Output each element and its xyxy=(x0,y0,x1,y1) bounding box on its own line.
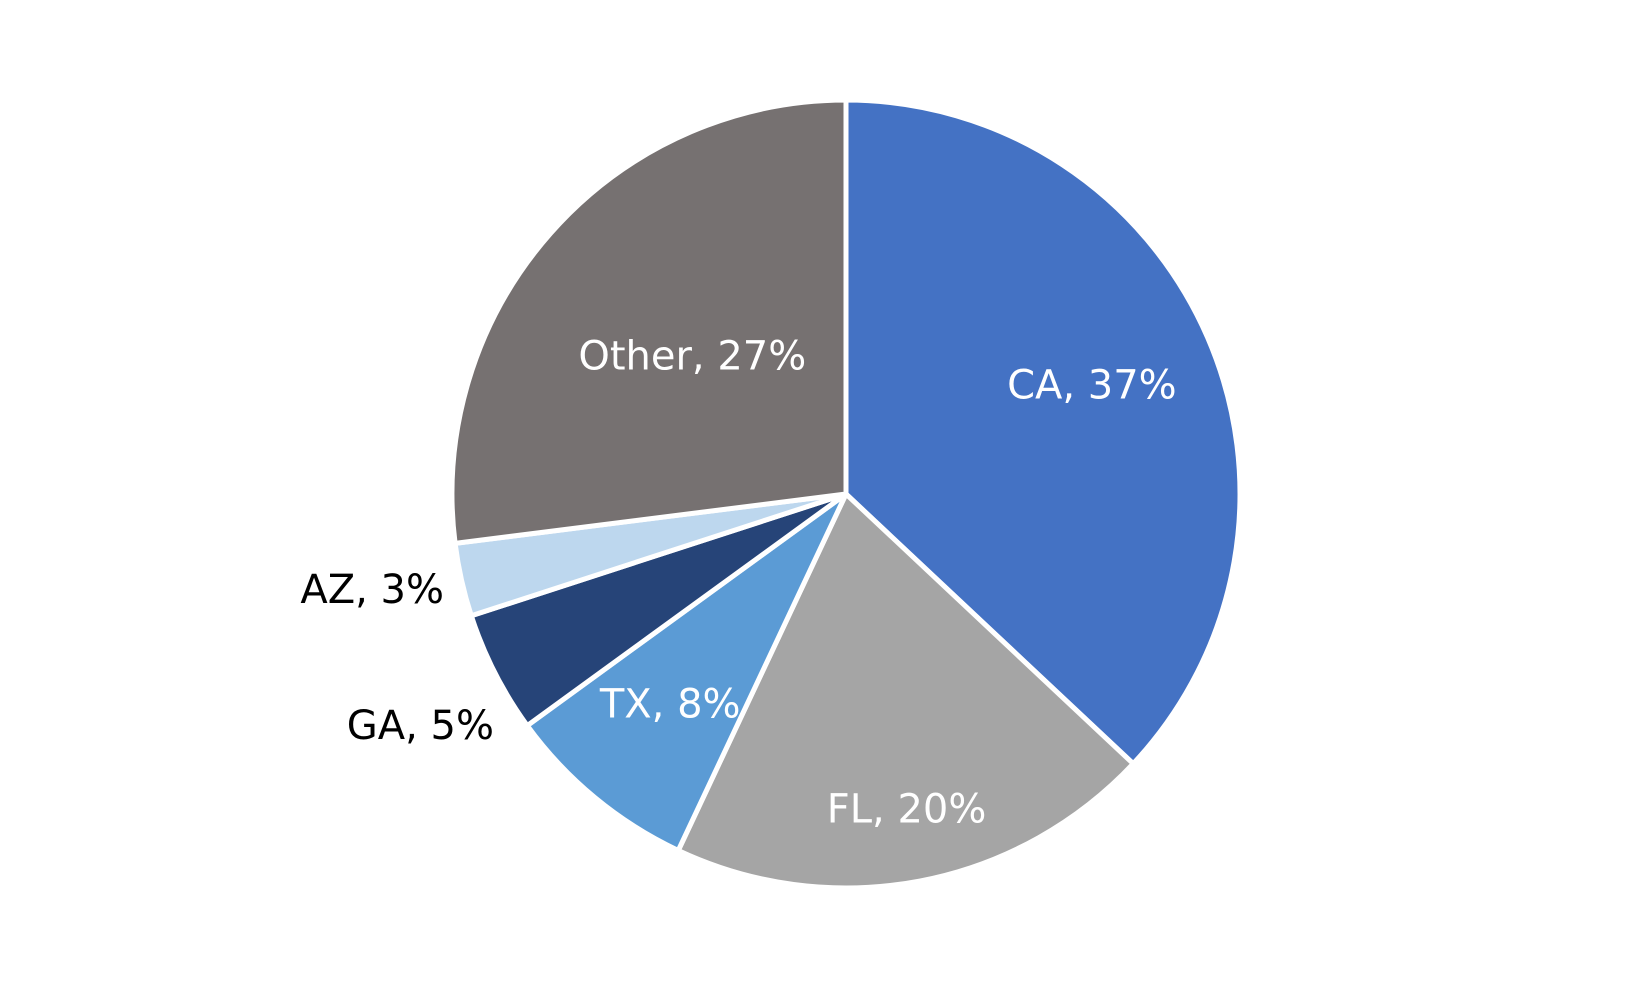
data-label-other: Other, 27% xyxy=(578,334,806,380)
data-label-tx: TX, 8% xyxy=(599,682,741,728)
pie-slice-ca xyxy=(843,97,1243,768)
data-label-ca: CA, 37% xyxy=(1007,363,1177,409)
data-label-fl: FL, 20% xyxy=(827,786,987,832)
pie-slices xyxy=(449,97,1243,891)
data-label-ga: GA, 5% xyxy=(347,703,494,749)
pie-labels: CA, 37% FL, 20% TX, 8% GA, 5% AZ, 3% Other, 2… xyxy=(300,334,1176,833)
data-label-az: AZ, 3% xyxy=(300,567,444,613)
pie-slice-other xyxy=(449,97,849,547)
pie-slice-fl xyxy=(674,489,1137,891)
pie-slice-tx xyxy=(523,491,849,854)
